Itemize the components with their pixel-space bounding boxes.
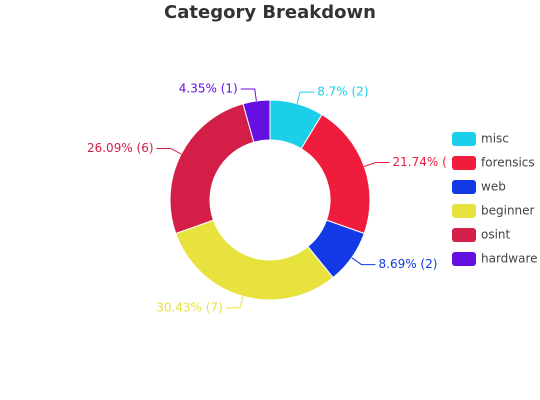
slice-label: 8.69% (2) bbox=[379, 257, 438, 271]
chart-title: Category Breakdown bbox=[164, 2, 376, 23]
legend-swatch[interactable] bbox=[452, 204, 476, 218]
leader-line bbox=[364, 161, 390, 167]
legend-label[interactable]: osint bbox=[481, 228, 511, 242]
legend-bg bbox=[446, 128, 540, 272]
slice-label: 30.43% (7) bbox=[156, 300, 223, 314]
slice bbox=[175, 219, 334, 301]
legend-label[interactable]: misc bbox=[481, 132, 509, 146]
legend-swatch[interactable] bbox=[452, 252, 476, 266]
slice bbox=[169, 103, 255, 235]
leader-line bbox=[351, 257, 376, 266]
legend-label[interactable]: web bbox=[481, 180, 506, 194]
slice-label: 26.09% (6) bbox=[87, 141, 154, 155]
legend-swatch[interactable] bbox=[452, 228, 476, 242]
leader-line bbox=[296, 91, 315, 104]
leader-line bbox=[225, 296, 244, 309]
slice bbox=[300, 113, 371, 235]
slice-label: 21.74% (5) bbox=[393, 155, 460, 169]
legend-label[interactable]: hardware bbox=[481, 252, 538, 266]
legend-swatch[interactable] bbox=[452, 132, 476, 146]
legend-label[interactable]: forensics bbox=[481, 156, 535, 170]
leader-line bbox=[156, 147, 182, 155]
slice-label: 4.35% (1) bbox=[179, 82, 238, 96]
leader-line bbox=[240, 88, 257, 101]
legend-label[interactable]: beginner bbox=[481, 204, 535, 218]
legend-swatch[interactable] bbox=[452, 180, 476, 194]
slice-label: 8.7% (2) bbox=[317, 85, 368, 99]
legend-swatch[interactable] bbox=[452, 156, 476, 170]
slice bbox=[242, 99, 271, 143]
